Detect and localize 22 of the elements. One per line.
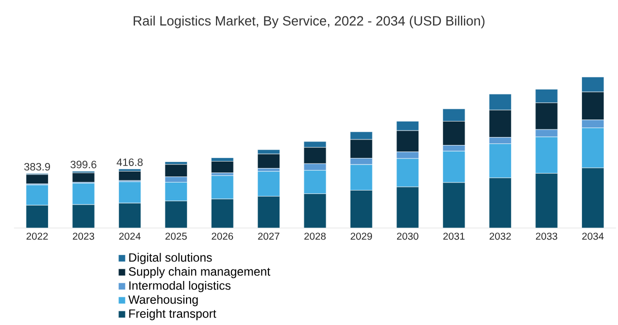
x-tick-label: 2032 [490, 232, 511, 240]
x-tick-label: 2031 [443, 232, 465, 240]
annotation: 399.6 [70, 160, 96, 168]
annotation: 383.9 [24, 163, 50, 171]
x-tick-label: 2030 [396, 232, 418, 240]
annotation: 416.8 [116, 158, 143, 166]
x-tick-label: 2028 [304, 232, 326, 240]
legend-label: Freight transport [129, 309, 216, 320]
x-tick-label: 2033 [536, 232, 558, 240]
legend-label: Intermodal logistics [129, 280, 231, 292]
legend-label: Warehousing [128, 295, 198, 306]
legend-label: Digital solutions [129, 252, 212, 264]
x-tick-label: 2023 [72, 232, 94, 240]
x-tick-label: 2026 [212, 232, 234, 240]
legend-label: Supply chain management [128, 266, 270, 278]
x-tick-label: 2029 [350, 232, 372, 240]
x-tick-label: 2025 [165, 232, 187, 240]
x-tick-label: 2022 [26, 232, 48, 240]
x-tick-label: 2027 [258, 232, 280, 240]
x-tick-label: 2024 [119, 232, 141, 240]
chart-title: Rail Logistics Market, By Service, 2022 - 2034 (USD Billion) [134, 16, 484, 28]
x-tick-label: 2034 [582, 232, 604, 240]
